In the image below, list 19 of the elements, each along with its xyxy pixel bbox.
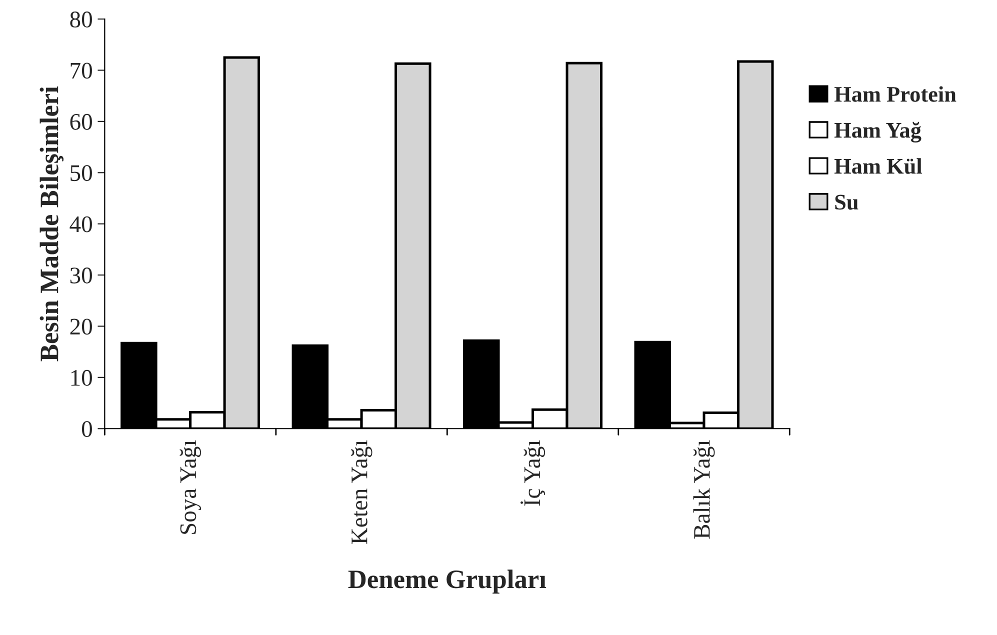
x-tick-label: Balık Yağı xyxy=(693,440,715,539)
y-tick-label: 40 xyxy=(70,216,92,232)
y-tick-label: 30 xyxy=(70,268,92,284)
y-axis-title: Besin Madde Bileşimleri xyxy=(40,86,64,362)
y-tick-label: 70 xyxy=(70,62,92,79)
y-tick-label: 50 xyxy=(70,165,92,182)
y-tick-label: 60 xyxy=(70,114,92,130)
x-tick-label: İç Yağı xyxy=(520,440,546,506)
legend-label: Su xyxy=(835,194,858,210)
y-tick-label: 80 xyxy=(70,12,92,28)
legend-label: Ham Yağ xyxy=(834,122,922,142)
legend-label: Ham Protein xyxy=(834,86,956,102)
y-tick-label: 10 xyxy=(71,370,92,386)
y-tick-label: 0 xyxy=(82,421,92,438)
y-tick-label: 20 xyxy=(70,318,92,335)
x-axis-title: Deneme Grupları xyxy=(348,570,546,594)
legend-label: Ham Kül xyxy=(834,158,922,174)
x-tick-label: Soya Yağı xyxy=(180,440,202,534)
x-tick-label: Keten Yağı xyxy=(351,440,372,544)
